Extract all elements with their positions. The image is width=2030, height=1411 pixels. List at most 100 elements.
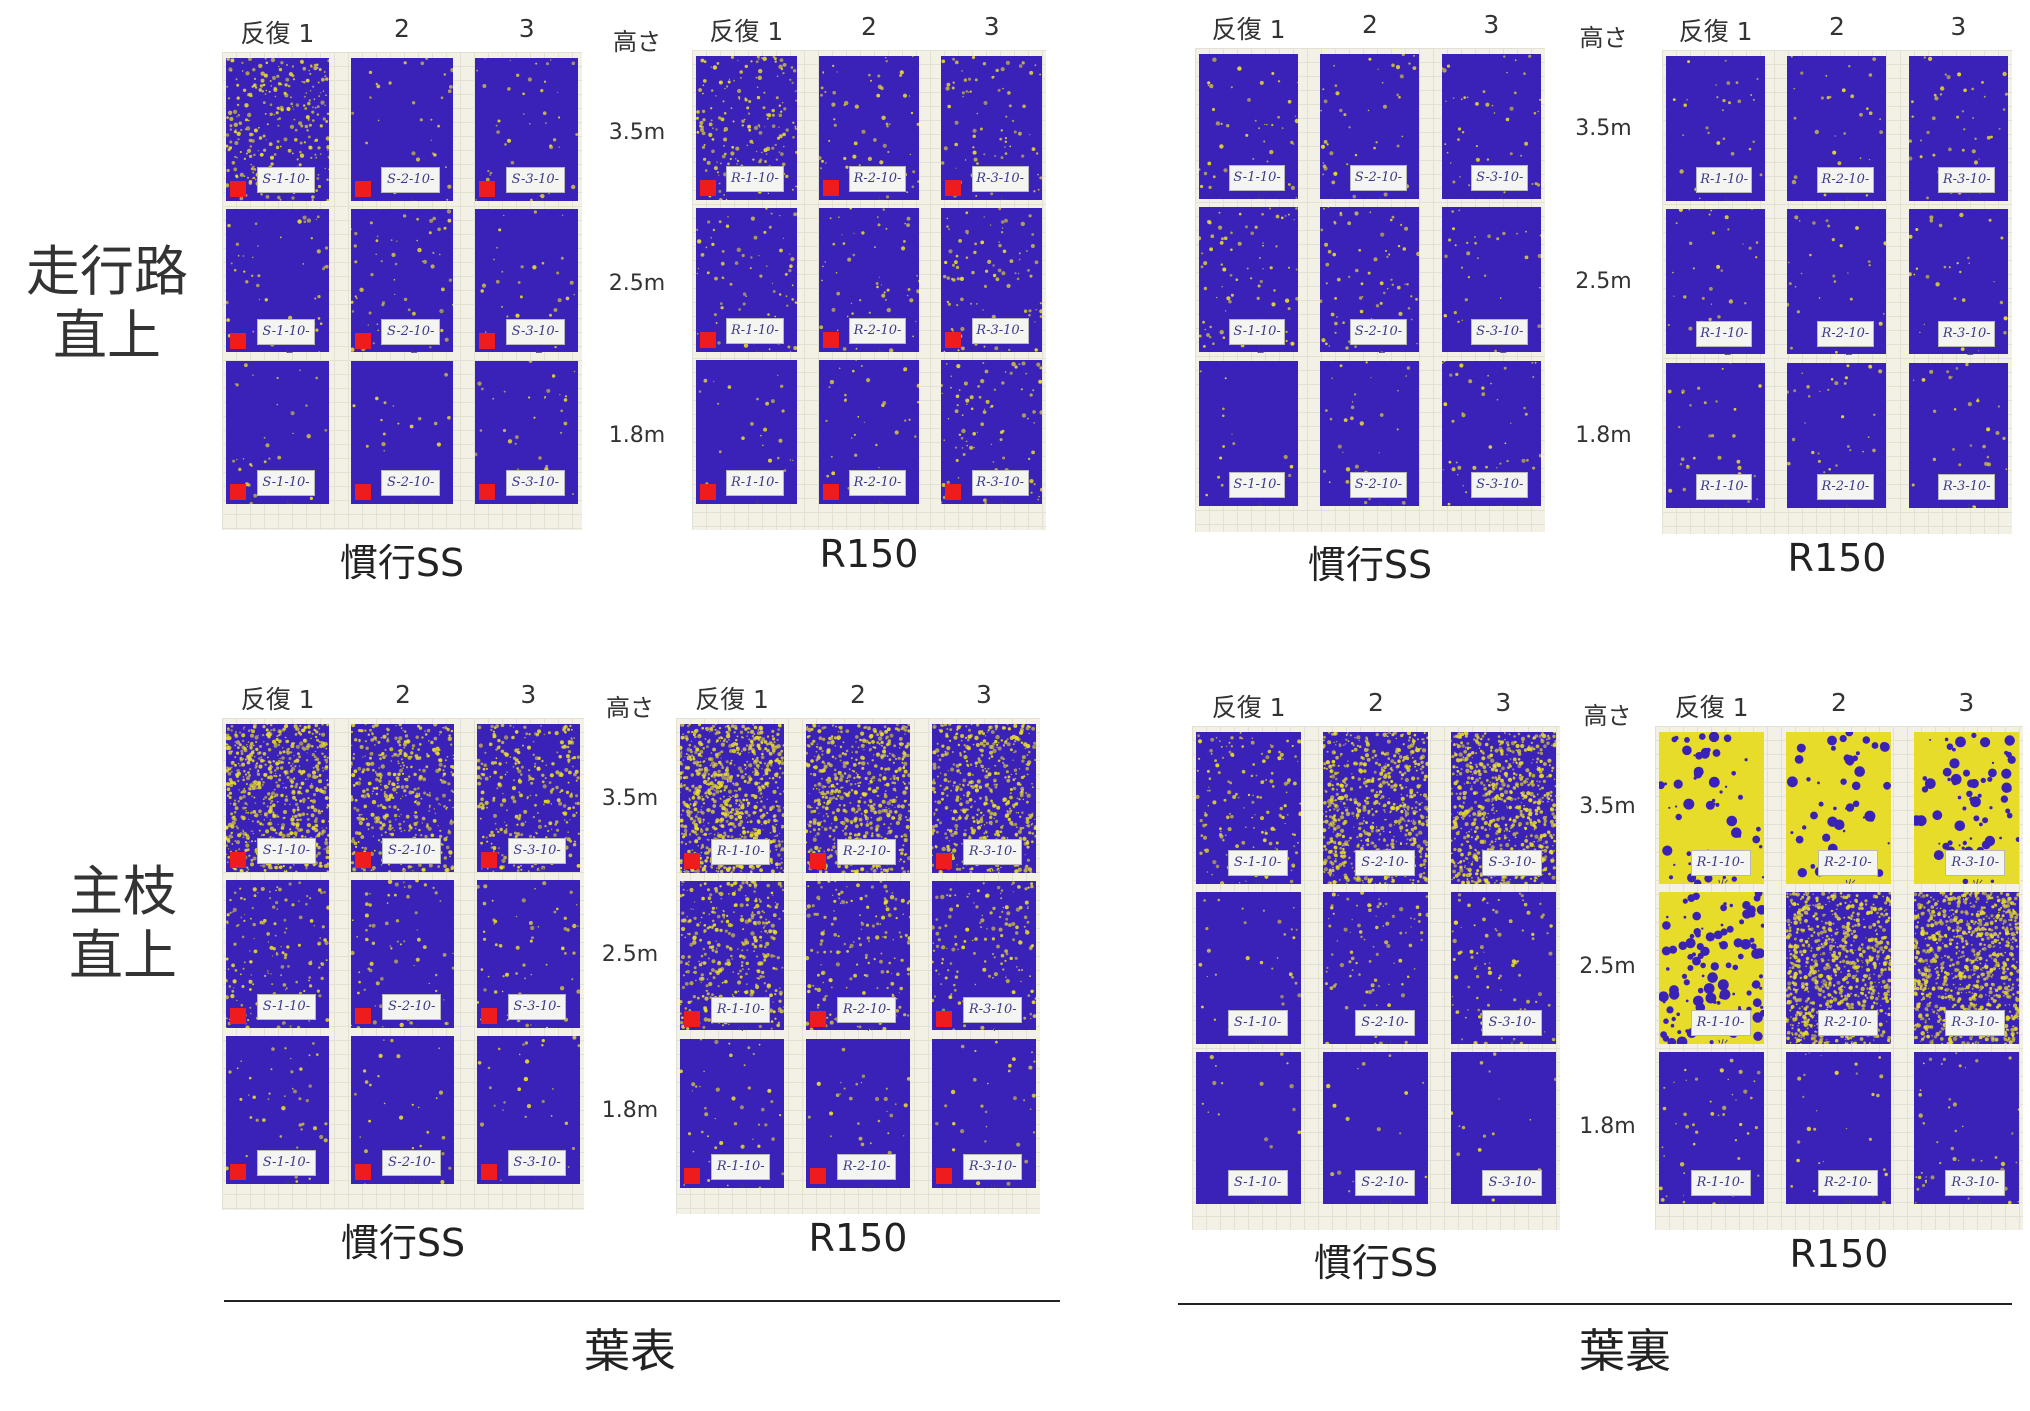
red-marker bbox=[230, 332, 246, 349]
red-marker bbox=[700, 180, 716, 196]
red-marker bbox=[822, 484, 839, 500]
card-label-tag: R-2-10-上 bbox=[848, 318, 907, 352]
sample-group-back-bot-ss: S-1-10-光 S-2-10-光 S-3-10-光 S-1-10-光 S-2-10-光… bbox=[1192, 726, 1560, 1230]
water-sensitive-card: S-3-10-光 bbox=[476, 1036, 580, 1184]
card-label-tag: S-2-10-光 bbox=[382, 1150, 442, 1184]
card-label-tag: S-2-10-光 bbox=[382, 994, 442, 1028]
card-label-tag: R-1-10-上 bbox=[1695, 167, 1753, 201]
column-header: 2 bbox=[850, 680, 866, 709]
card-label-tag: S-3-10-光 bbox=[1482, 850, 1543, 884]
red-marker bbox=[479, 483, 496, 500]
red-marker bbox=[945, 180, 962, 196]
water-sensitive-card: R-3-10-上 bbox=[941, 360, 1042, 504]
card-label-tag: R-1-10-光 bbox=[711, 996, 771, 1031]
water-sensitive-card: S-2-10-上 bbox=[1320, 360, 1420, 506]
card-label-tag: R-1-10-上 bbox=[726, 318, 784, 352]
card-label-tag: R-1-10-光 bbox=[1690, 1170, 1751, 1204]
water-sensitive-card: S-1-10-光 bbox=[226, 724, 329, 872]
column-header: 反復 1 bbox=[1211, 15, 1286, 44]
card-label-tag: R-2-10-上 bbox=[1817, 473, 1874, 508]
water-sensitive-card: S-3-10-光 bbox=[476, 724, 580, 872]
water-sensitive-card: S-1-10-光 bbox=[226, 1036, 329, 1184]
card-label-tag: S-1-10-上 bbox=[1228, 318, 1286, 353]
sample-group-front-bot-r150: R-1-10-光 R-2-10-光 R-3-10-光 R-1-10-光 R-2-10-光… bbox=[676, 718, 1040, 1214]
card-label-tag: S-3-10-上 bbox=[1471, 165, 1529, 199]
card-label-tag: S-3-10-上 bbox=[1471, 318, 1529, 353]
red-marker bbox=[230, 1008, 246, 1024]
red-marker bbox=[480, 1164, 497, 1180]
card-label-tag: S-1-10-上 bbox=[1228, 165, 1286, 199]
water-sensitive-card: S-1-10-光 bbox=[1196, 1052, 1301, 1204]
water-sensitive-card: S-2-10-光 bbox=[1323, 1052, 1429, 1204]
card-label-tag: S-3-10-光 bbox=[1482, 1170, 1543, 1204]
card-label-tag: R-2-10-光 bbox=[1817, 1010, 1878, 1044]
card-label-tag: S-3-10-上 bbox=[506, 318, 565, 353]
height-value: 1.8m bbox=[601, 1098, 659, 1123]
column-header: 3 bbox=[1483, 10, 1500, 39]
group-title: 慣行SS bbox=[1307, 543, 1433, 587]
water-sensitive-card: S-2-10-上 bbox=[1320, 54, 1420, 199]
card-label-tag: R-1-10-上 bbox=[726, 166, 784, 200]
card-label-tag: R-3-10-上 bbox=[971, 318, 1029, 352]
card-label-tag: S-3-10-上 bbox=[506, 167, 565, 201]
card-label-tag: R-3-10-光 bbox=[963, 839, 1023, 873]
water-sensitive-card: R-3-10-上 bbox=[1908, 56, 2008, 201]
card-label-tag: R-3-10-上 bbox=[1938, 320, 1996, 355]
water-sensitive-card: R-3-10-上 bbox=[1908, 362, 2008, 508]
card-label-tag: S-3-10-光 bbox=[1482, 1010, 1543, 1044]
water-sensitive-card: R-2-10-上 bbox=[818, 56, 920, 200]
card-label-tag: S-2-10-上 bbox=[1350, 318, 1407, 353]
red-marker bbox=[479, 181, 496, 198]
card-label-tag: S-1-10-光 bbox=[1227, 1010, 1288, 1044]
card-label-tag: S-2-10-上 bbox=[1350, 471, 1407, 506]
card-label-tag: R-3-10-光 bbox=[1945, 850, 2006, 884]
red-marker bbox=[810, 1010, 826, 1027]
sample-group-front-top-ss: S-1-10-上 S-2-10-上 S-3-10-上 S-1-10-上 S-2-10-上… bbox=[222, 52, 582, 530]
water-sensitive-card: R-1-10-上 bbox=[1666, 56, 1765, 201]
red-marker bbox=[684, 1167, 700, 1184]
water-sensitive-card: R-1-10-上 bbox=[696, 56, 797, 200]
water-sensitive-card: S-3-10-上 bbox=[1441, 207, 1541, 353]
water-sensitive-card: S-3-10-上 bbox=[475, 209, 578, 353]
row-label-top-line1: 走行路 bbox=[26, 240, 188, 303]
card-label-tag: R-3-10-上 bbox=[971, 470, 1029, 504]
card-label-tag: S-2-10-上 bbox=[1350, 165, 1407, 199]
water-sensitive-card: R-2-10-光 bbox=[1786, 892, 1892, 1044]
height-header: 高さ bbox=[613, 28, 661, 56]
column-header: 2 bbox=[861, 12, 877, 41]
card-label-tag: R-3-10-光 bbox=[963, 1153, 1023, 1188]
water-sensitive-card: R-3-10-光 bbox=[932, 881, 1036, 1031]
red-marker bbox=[945, 484, 962, 500]
group-title: R150 bbox=[808, 1216, 908, 1260]
red-marker bbox=[810, 1167, 826, 1184]
height-value: 2.5m bbox=[1575, 269, 1632, 295]
group-title: R150 bbox=[1787, 536, 1887, 580]
red-marker bbox=[700, 484, 716, 500]
card-label-tag: S-3-10-光 bbox=[507, 1150, 567, 1184]
card-label-tag: S-3-10-上 bbox=[1471, 471, 1529, 506]
card-label-tag: R-1-10-上 bbox=[1695, 473, 1753, 508]
red-marker bbox=[355, 1008, 372, 1024]
water-sensitive-card: S-3-10-上 bbox=[475, 360, 578, 504]
water-sensitive-card: S-3-10-光 bbox=[1450, 892, 1556, 1044]
red-marker bbox=[230, 852, 246, 868]
card-label-tag: S-2-10-光 bbox=[382, 838, 442, 872]
water-sensitive-card: R-1-10-光 bbox=[1659, 732, 1764, 884]
water-sensitive-card: R-3-10-上 bbox=[941, 208, 1042, 352]
red-marker bbox=[936, 1167, 952, 1184]
water-sensitive-card: S-2-10-上 bbox=[1320, 207, 1420, 353]
card-label-tag: S-1-10-光 bbox=[257, 1150, 316, 1184]
card-label-tag: R-1-10-上 bbox=[1695, 320, 1753, 355]
card-label-tag: S-3-10-光 bbox=[507, 994, 567, 1028]
column-header: 3 bbox=[983, 12, 1000, 41]
column-header: 反復 1 bbox=[1678, 17, 1753, 46]
row-label-bottom-line2: 直上 bbox=[69, 924, 177, 987]
water-sensitive-card: R-2-10-光 bbox=[1786, 1052, 1892, 1204]
row-label-top-line2: 直上 bbox=[53, 304, 161, 367]
divider-back bbox=[1178, 1303, 2012, 1305]
water-sensitive-card: S-2-10-光 bbox=[351, 1036, 455, 1184]
red-marker bbox=[355, 852, 372, 868]
water-sensitive-card: R-1-10-上 bbox=[1666, 362, 1765, 508]
water-sensitive-card: R-2-10-上 bbox=[1787, 56, 1887, 201]
water-sensitive-card: R-1-10-上 bbox=[696, 208, 797, 352]
